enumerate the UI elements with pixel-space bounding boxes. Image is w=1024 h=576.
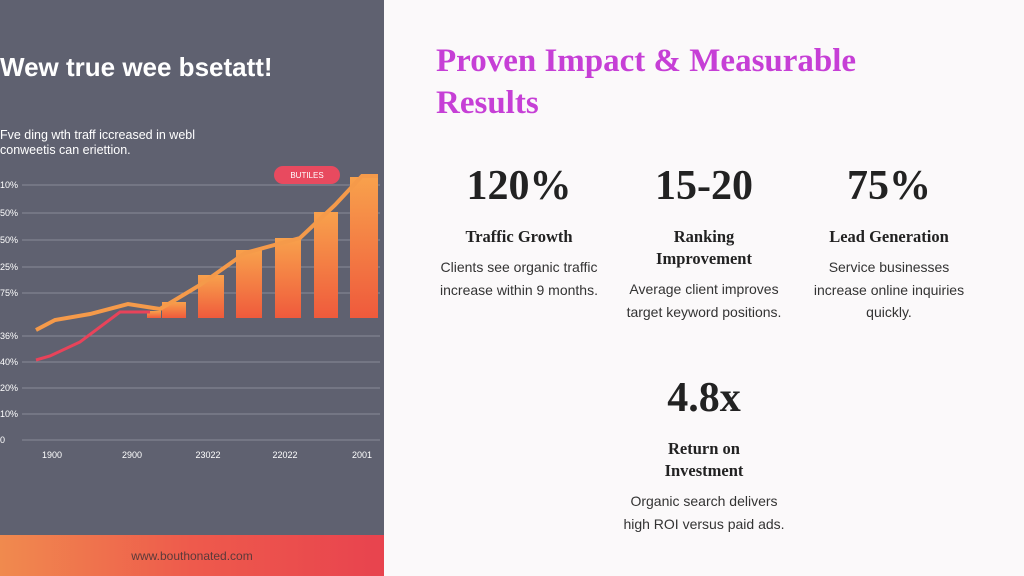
stat-card: 75% Lead Generation Service businesses inc… xyxy=(794,158,984,324)
x-label: 2900 xyxy=(122,450,142,460)
stat-label: Ranking Improvement xyxy=(656,227,752,268)
y-label: 50% xyxy=(0,235,18,245)
stat-card: 15-20 Ranking Improvement Average client i… xyxy=(609,158,799,323)
stat-label: Lead Generation xyxy=(829,227,949,246)
chart-graphic: 2001 22022 23022 2900 1900 0 10% 20% 40% 36% 75% 25… xyxy=(0,166,380,460)
chart-image: 2001 22022 23022 2900 1900 0 10% 20% 40% 36% 75% 25… xyxy=(0,0,384,576)
x-label: 23022 xyxy=(195,450,220,460)
footer-text: www.bouthonated.com xyxy=(131,549,253,563)
trend-line xyxy=(35,174,378,332)
stat-value: 120% xyxy=(466,163,572,209)
y-label: 20% xyxy=(0,383,18,393)
y-label: 75% xyxy=(0,288,18,298)
image-subtitle: Fve ding wth traff iccreased in webl con… xyxy=(0,128,196,157)
y-label: 36% xyxy=(0,331,18,341)
stat-card: 120% Traffic Growth Clients see organic tr… xyxy=(424,158,614,301)
stat-label: Traffic Growth xyxy=(465,227,573,246)
y-label: 50% xyxy=(0,208,18,218)
badge xyxy=(274,166,340,184)
stat-description: Clients see organic traffic increase wit… xyxy=(440,259,598,298)
badge-text: BUTILES xyxy=(290,171,323,180)
bars xyxy=(147,177,378,318)
stat-description: Service businesses increase online inqui… xyxy=(813,259,965,320)
x-label: 22022 xyxy=(272,450,297,460)
stat-value: 75% xyxy=(847,163,931,209)
y-label: 40% xyxy=(0,357,18,367)
x-label: 2001 xyxy=(352,450,372,460)
stat-label: Return on Investment xyxy=(664,439,744,480)
stat-description: Average client improves target keyword p… xyxy=(626,281,782,320)
image-title: Wew true wee bsetatt! xyxy=(0,52,273,82)
stat-value: 15-20 xyxy=(655,163,753,209)
stat-description: Organic search delivers high ROI versus … xyxy=(623,493,785,532)
y-label: 10% xyxy=(0,180,18,190)
stat-value: 4.8x xyxy=(667,375,741,421)
trend-line-red xyxy=(35,310,150,362)
x-label: 1900 xyxy=(42,450,62,460)
footer-band xyxy=(0,535,384,576)
stat-card: 4.8x Return on Investment Organic search d… xyxy=(609,370,799,535)
y-label: 25% xyxy=(0,262,18,272)
heading: Proven Impact & Measurable Results xyxy=(436,43,857,121)
y-label: 0 xyxy=(0,435,5,445)
y-label: 10% xyxy=(0,409,18,419)
